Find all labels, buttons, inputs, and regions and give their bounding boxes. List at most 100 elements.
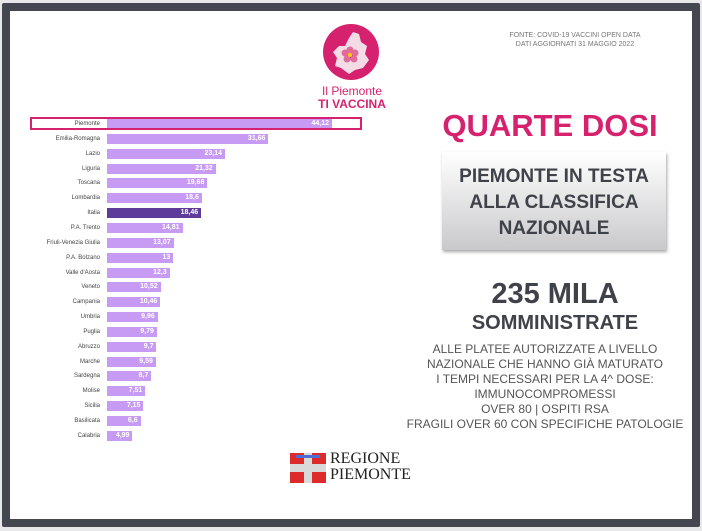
piemonte-map-flower-icon — [323, 24, 379, 80]
bar-value-label: 9,59 — [139, 357, 153, 365]
chart-row: Puglia 9,79 — [30, 326, 370, 338]
bar: 23,14 — [107, 148, 225, 159]
bar: 31,66 — [107, 133, 269, 144]
category-label: Basilicata — [74, 418, 100, 424]
headline: QUARTE DOSI — [442, 108, 658, 143]
bar-value-label: 21,32 — [195, 164, 213, 172]
bar-value-label: 9,79 — [140, 327, 154, 335]
category-label: Valle d'Aosta — [65, 269, 100, 276]
callout-box: PIEMONTE IN TESTA ALLA CLASSIFICA NAZION… — [442, 152, 666, 250]
bar-value-label: 18,6 — [185, 194, 199, 202]
chart-row: Lazio 23,14 — [30, 148, 370, 160]
chart-row: Lombardia 18,6 — [30, 192, 370, 204]
chart-row: Emilia-Romagna 31,66 — [30, 133, 370, 145]
bar: 19,68 — [107, 178, 208, 189]
chart-row: Valle d'Aosta 12,3 — [30, 267, 370, 279]
bar-value-label: 9,7 — [143, 342, 154, 350]
chart-row: Italia 18,46 — [30, 207, 370, 219]
source-line-2: DATI AGGIORNATI 31 MAGGIO 2022 — [515, 41, 635, 48]
description-text: ALLE PLATEE AUTORIZZATE A LIVELLO NAZION… — [406, 342, 684, 431]
category-label: Italia — [87, 210, 100, 217]
chart-row: P.A. Bolzano 13 — [30, 252, 370, 264]
bar: 13,07 — [107, 237, 174, 248]
logo-line-2: TI VACCINA — [318, 97, 386, 111]
bar: 18,46 — [107, 208, 202, 219]
category-label: P.A. Trento — [70, 224, 100, 231]
bar-value-label: 6,6 — [127, 417, 138, 424]
bar: 44,12 — [107, 119, 332, 129]
category-label: Campania — [72, 299, 100, 306]
bar-value-label: 9,96 — [141, 313, 155, 321]
source-line-1: FONTE: COVID-19 VACCINI OPEN DATA — [509, 32, 641, 39]
chart-row: Campania 10,46 — [30, 296, 370, 308]
bar-value-label: 31,66 — [247, 134, 266, 142]
bar: 9,96 — [107, 312, 158, 323]
bar-value-label: 10,52 — [140, 283, 158, 291]
bar: 12,3 — [107, 267, 170, 278]
category-label: Toscana — [77, 180, 100, 187]
logo-line-1: Il Piemonte — [321, 84, 383, 98]
chart-row: Veneto 10,52 — [30, 281, 370, 293]
category-label: P.A. Bolzano — [66, 254, 100, 261]
chart-row: Liguria 21,32 — [30, 163, 370, 175]
category-label: Sicilia — [84, 403, 100, 410]
stat-number: 235 MILA — [491, 278, 619, 310]
source-note: FONTE: COVID-19 VACCINI OPEN DATA DATI A… — [480, 31, 670, 49]
chart-row: Friuli-Venezia Giulia 13,07 — [30, 237, 370, 249]
category-label: Piemonte — [74, 121, 100, 127]
category-label: Abruzzo — [77, 343, 100, 350]
bar: 9,59 — [107, 356, 156, 367]
bar: 9,7 — [107, 341, 157, 352]
category-label: Molise — [82, 388, 100, 395]
bar-value-label: 10,46 — [139, 298, 158, 306]
bar: 6,6 — [107, 416, 141, 426]
category-label: Friuli-Venezia Giulia — [46, 239, 100, 246]
category-label: Lombardia — [71, 195, 100, 202]
bar-value-label: 23,14 — [204, 149, 222, 157]
regione-piemonte-logo: REGIONE PIEMONTE — [290, 451, 420, 487]
piemonte-flag-icon — [290, 453, 326, 483]
category-label: Puglia — [83, 328, 100, 335]
bar: 13 — [107, 252, 174, 263]
bar: 10,46 — [107, 297, 161, 308]
bar-value-label: 13,07 — [153, 238, 171, 246]
bar-value-label: 13 — [162, 253, 171, 261]
bar-value-label: 8,7 — [138, 372, 149, 380]
highlight-box-piemonte — [30, 117, 362, 130]
bar-value-label: 7,51 — [128, 387, 143, 395]
category-label: Lazio — [85, 150, 100, 157]
bar-value-label: 19,68 — [186, 179, 205, 187]
chart-row: Molise 7,51 — [30, 385, 370, 397]
chart-row: Abruzzo 9,7 — [30, 341, 370, 353]
region-name: REGIONE PIEMONTE — [330, 450, 411, 483]
chart-row: Umbria 9,96 — [30, 311, 370, 323]
bar: 18,6 — [107, 193, 202, 204]
category-label: Sardegna — [73, 373, 100, 380]
bar-value-label: 18,46 — [180, 209, 199, 217]
stat-label: SOMMINISTRATE — [471, 312, 639, 334]
category-label: Emilia-Romagna — [55, 135, 100, 142]
chart-row: P.A. Trento 14,81 — [30, 222, 370, 234]
bar: 14,81 — [107, 222, 183, 233]
category-label: Calabria — [77, 432, 100, 439]
bar: 8,7 — [107, 371, 152, 382]
chart-row: Marche 9,59 — [30, 356, 370, 368]
chart-row: Basilicata 6,6 — [30, 415, 370, 427]
callout-text: PIEMONTE IN TESTA ALLA CLASSIFICA NAZION… — [459, 166, 649, 239]
category-label: Liguria — [81, 165, 100, 172]
chart-row: Piemonte 44,12 — [30, 118, 370, 130]
category-label: Umbria — [80, 314, 100, 321]
bar: 9,79 — [107, 326, 157, 337]
category-label: Marche — [79, 358, 100, 365]
chart-row: Sardegna 8,7 — [30, 370, 370, 382]
bar: 7,51 — [107, 386, 146, 397]
piemonte-ti-vaccina-logo: Il Piemonte TI VACCINA — [302, 10, 402, 111]
bar-value-label: 14,81 — [161, 223, 180, 231]
bar-value-label: 4,99 — [115, 431, 130, 439]
chart-row: Calabria 4,99 — [30, 430, 370, 442]
category-label: Veneto — [81, 284, 100, 291]
bar-value-label: 12,3 — [153, 268, 167, 276]
bar: 4,99 — [107, 430, 133, 441]
bar: 10,52 — [107, 282, 161, 293]
chart-row: Sicilia 7,15 — [30, 400, 370, 412]
